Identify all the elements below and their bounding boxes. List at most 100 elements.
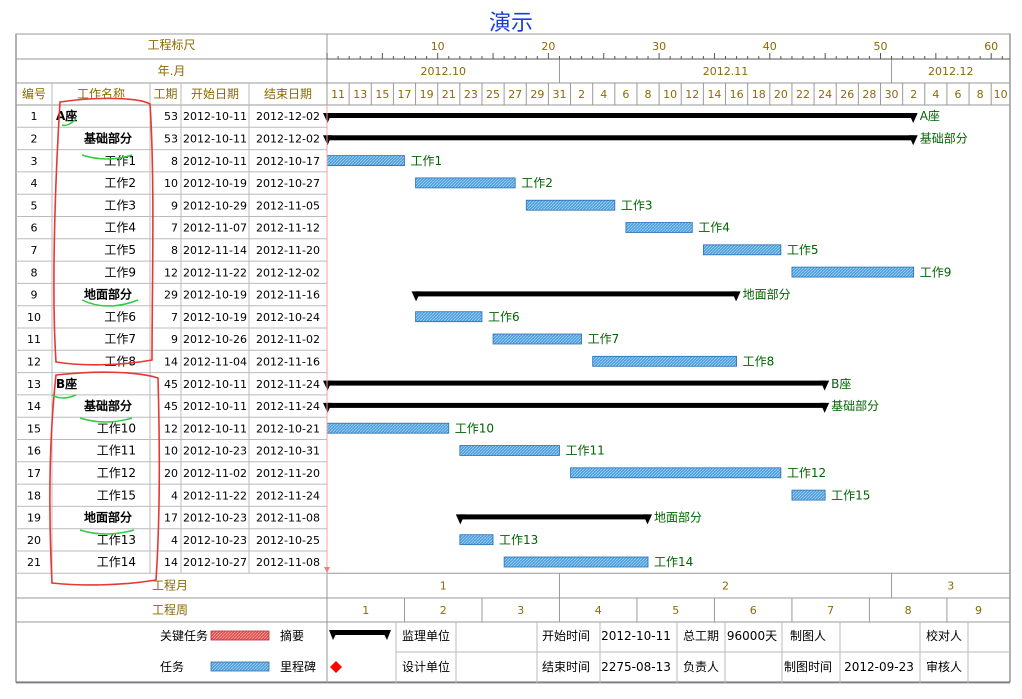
table-row[interactable]: 5 工作3 9 2012-10-29 2012-11-05 xyxy=(31,198,320,212)
table-row[interactable]: 17 工作12 20 2012-11-02 2012-11-20 xyxy=(27,466,320,480)
task-bar xyxy=(415,311,483,323)
table-row[interactable]: 1 A座 53 2012-10-11 2012-12-02 xyxy=(31,108,320,123)
legend-summary-cap xyxy=(382,630,391,640)
month-row-label: 年.月 xyxy=(158,64,186,78)
day-label: 25 xyxy=(486,88,500,101)
bar-label: 地面部分 xyxy=(654,510,702,525)
row-end-date: 2012-10-25 xyxy=(256,534,320,547)
row-duration: 14 xyxy=(164,556,178,569)
row-duration: 10 xyxy=(164,445,178,458)
row-duration: 7 xyxy=(171,222,178,235)
row-end-date: 2012-11-08 xyxy=(256,556,320,569)
green-underline xyxy=(51,394,77,399)
table-row[interactable]: 18 工作15 4 2012-11-22 2012-11-24 xyxy=(27,488,320,502)
row-duration: 10 xyxy=(164,177,178,190)
owner-label: 负责人 xyxy=(683,660,719,674)
task-bar xyxy=(625,222,693,233)
row-duration: 12 xyxy=(164,266,178,279)
table-row[interactable]: 15 工作10 12 2012-10-11 2012-10-21 xyxy=(27,421,320,435)
summary-cap-end xyxy=(643,514,653,525)
summary-bar xyxy=(327,135,914,141)
table-row[interactable]: 2 基础部分 53 2012-10-11 2012-12-02 xyxy=(31,130,320,145)
bar-label: 工作9 xyxy=(920,265,952,279)
table-row[interactable]: 20 工作13 4 2012-10-23 2012-10-25 xyxy=(27,533,320,547)
legend-critical-swatch xyxy=(210,630,270,641)
table-row[interactable]: 14 基础部分 45 2012-10-11 2012-11-24 xyxy=(27,398,320,413)
table-row[interactable]: 16 工作11 10 2012-10-23 2012-10-31 xyxy=(27,444,320,458)
task-bar xyxy=(592,355,737,367)
today-marker xyxy=(324,567,330,573)
project-week-number: 5 xyxy=(672,604,679,617)
row-id: 7 xyxy=(31,244,38,257)
project-week-number: 3 xyxy=(517,604,524,617)
green-underline xyxy=(61,118,77,127)
legend-summary-cap xyxy=(329,630,338,640)
chart-title: 演示 xyxy=(488,11,533,36)
day-label: 4 xyxy=(932,88,939,101)
table-row[interactable]: 13 B座 45 2012-10-11 2012-11-24 xyxy=(27,376,320,391)
row-duration: 20 xyxy=(164,467,178,480)
table-row[interactable]: 4 工作2 10 2012-10-19 2012-10-27 xyxy=(31,176,320,190)
row-end-date: 2012-10-21 xyxy=(256,422,320,435)
day-label: 29 xyxy=(530,88,544,101)
bar-label: 工作15 xyxy=(831,488,870,502)
project-month-number: 3 xyxy=(947,579,954,592)
task-bar xyxy=(503,556,649,568)
end-time-value: 2275-08-13 xyxy=(601,660,671,674)
day-label: 11 xyxy=(331,88,345,101)
row-end-date: 2012-12-02 xyxy=(256,266,320,279)
row-name: A座 xyxy=(56,108,77,123)
table-row[interactable]: 19 地面部分 17 2012-10-23 2012-11-08 xyxy=(27,510,320,525)
row-duration: 12 xyxy=(164,422,178,435)
row-end-date: 2012-10-27 xyxy=(256,177,320,190)
table-row[interactable]: 9 地面部分 29 2012-10-19 2012-11-16 xyxy=(31,287,320,302)
row-duration: 53 xyxy=(164,110,178,123)
row-id: 17 xyxy=(27,467,41,480)
ruler-tick-label: 50 xyxy=(874,40,888,53)
bar-label: 工作10 xyxy=(455,421,494,435)
table-row[interactable]: 11 工作7 9 2012-10-26 2012-11-02 xyxy=(27,332,320,346)
grid-layer xyxy=(15,33,1011,684)
drafter-label: 制图人 xyxy=(790,629,826,643)
bar-label: 工作7 xyxy=(588,332,620,346)
table-row[interactable]: 7 工作5 8 2012-11-14 2012-11-20 xyxy=(31,243,320,257)
row-start-date: 2012-10-11 xyxy=(183,422,247,435)
row-end-date: 2012-11-20 xyxy=(256,467,320,480)
day-label: 8 xyxy=(645,88,652,101)
green-underline xyxy=(81,299,139,307)
day-label: 31 xyxy=(552,88,566,101)
bar-label: 工作14 xyxy=(654,555,693,569)
table-row[interactable]: 10 工作6 7 2012-10-19 2012-10-24 xyxy=(27,310,320,324)
row-start-date: 2012-10-26 xyxy=(183,333,247,346)
day-label: 20 xyxy=(774,88,788,101)
row-name: 工作13 xyxy=(97,533,136,547)
row-id: 12 xyxy=(27,355,41,368)
row-name: 工作4 xyxy=(104,221,136,235)
bar-label: 基础部分 xyxy=(920,130,968,145)
ruler-tick-label: 40 xyxy=(763,40,777,53)
row-end-date: 2012-12-02 xyxy=(256,132,320,145)
row-name: 工作12 xyxy=(97,466,136,480)
row-end-date: 2012-11-08 xyxy=(256,512,320,525)
row-end-date: 2012-10-17 xyxy=(256,155,320,168)
row-name: 工作2 xyxy=(104,176,136,190)
row-id: 5 xyxy=(31,199,38,212)
row-id: 3 xyxy=(31,155,38,168)
row-id: 20 xyxy=(27,534,41,547)
summary-cap-end xyxy=(820,380,830,391)
bar-label: 工作8 xyxy=(743,354,775,368)
row-id: 13 xyxy=(27,378,41,391)
table-row[interactable]: 6 工作4 7 2012-11-07 2012-11-12 xyxy=(31,221,320,235)
project-month-number: 2 xyxy=(722,579,729,592)
table-row[interactable]: 3 工作1 8 2012-10-11 2012-10-17 xyxy=(31,154,320,168)
table-row[interactable]: 8 工作9 12 2012-11-22 2012-12-02 xyxy=(31,265,320,279)
supervisor-label: 监理单位 xyxy=(402,628,450,643)
day-label: 27 xyxy=(508,88,522,101)
ruler-tick-label: 10 xyxy=(431,40,445,53)
row-duration: 4 xyxy=(171,489,178,502)
table-row[interactable]: 21 工作14 14 2012-10-27 2012-11-08 xyxy=(27,555,320,569)
project-week-number: 4 xyxy=(595,604,602,617)
day-label: 30 xyxy=(885,88,899,101)
table-row[interactable]: 12 工作8 14 2012-11-04 2012-11-16 xyxy=(27,354,320,368)
day-label: 6 xyxy=(954,88,961,101)
